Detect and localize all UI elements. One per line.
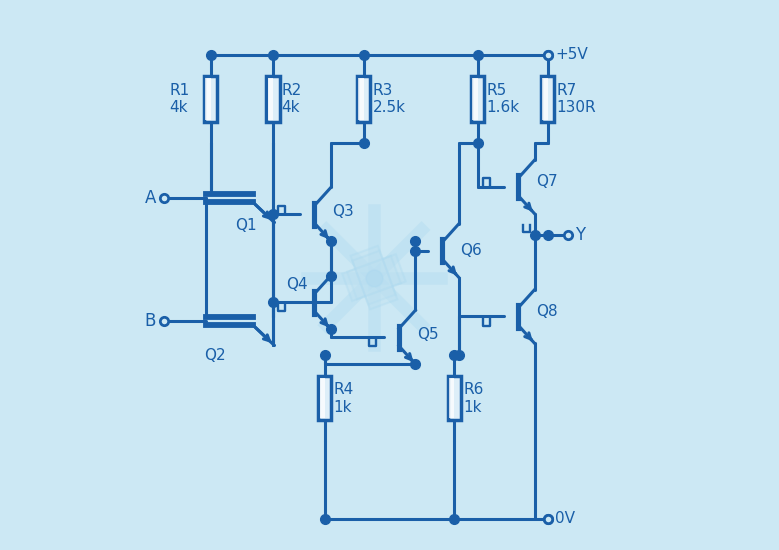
FancyBboxPatch shape [541,76,555,122]
FancyBboxPatch shape [318,376,331,420]
Text: 0V: 0V [555,511,576,526]
Text: R7
130R: R7 130R [556,82,596,115]
Polygon shape [352,251,397,309]
FancyBboxPatch shape [204,76,217,122]
Polygon shape [347,254,406,299]
Text: Q3: Q3 [333,204,354,219]
FancyBboxPatch shape [471,76,485,122]
Text: R1
4k: R1 4k [169,82,189,115]
FancyBboxPatch shape [448,376,461,420]
Text: Y: Y [575,226,585,244]
Text: Q6: Q6 [460,243,482,258]
Text: +5V: +5V [555,47,588,62]
Text: R4
1k: R4 1k [333,382,354,415]
FancyBboxPatch shape [206,79,210,119]
Text: A: A [145,189,156,207]
FancyBboxPatch shape [542,79,548,119]
Text: R3
2.5k: R3 2.5k [372,82,405,115]
Polygon shape [351,246,396,305]
FancyBboxPatch shape [357,76,370,122]
Text: Q7: Q7 [536,174,558,189]
Text: Q1: Q1 [235,218,256,233]
Polygon shape [342,256,401,301]
FancyBboxPatch shape [319,378,325,419]
FancyBboxPatch shape [472,79,478,119]
FancyBboxPatch shape [266,76,280,122]
Text: R6
1k: R6 1k [464,382,484,415]
Text: Q4: Q4 [286,277,308,292]
FancyBboxPatch shape [358,79,364,119]
Text: R5
1.6k: R5 1.6k [486,82,520,115]
Text: Q8: Q8 [536,304,558,319]
Text: Q5: Q5 [417,327,439,342]
Text: R2
4k: R2 4k [282,82,302,115]
FancyBboxPatch shape [268,79,273,119]
Text: B: B [145,312,156,330]
Text: Q2: Q2 [204,348,225,363]
FancyBboxPatch shape [449,378,454,419]
